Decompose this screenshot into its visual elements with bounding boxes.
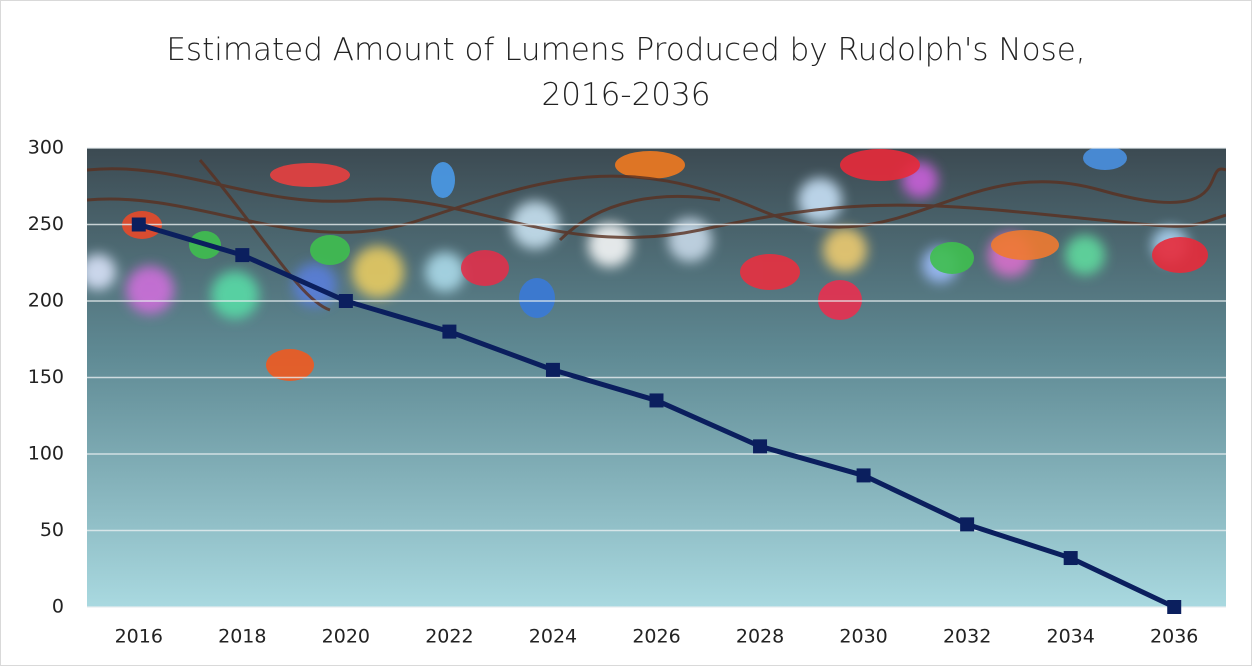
data-point — [235, 248, 249, 262]
data-point — [650, 393, 664, 407]
x-tick-label: 2032 — [943, 626, 991, 648]
y-tick-label: 200 — [28, 290, 64, 312]
x-tick-label: 2030 — [839, 626, 887, 648]
x-tick-label: 2028 — [736, 626, 784, 648]
y-tick-label: 50 — [40, 519, 64, 541]
data-point — [1064, 551, 1078, 565]
x-tick-label: 2018 — [218, 626, 266, 648]
y-tick-label: 300 — [28, 137, 64, 159]
y-tick-label: 150 — [28, 366, 64, 388]
plot-background — [80, 146, 1226, 607]
x-tick-label: 2016 — [115, 626, 163, 648]
y-tick-label: 100 — [28, 443, 64, 465]
x-tick-label: 2034 — [1047, 626, 1095, 648]
x-tick-label: 2022 — [425, 626, 473, 648]
data-point — [546, 363, 560, 377]
y-tick-label: 250 — [28, 213, 64, 235]
data-point — [339, 294, 353, 308]
data-point — [857, 468, 871, 482]
chart-title: Estimated Amount of Lumens Produced by R… — [126, 28, 1126, 118]
data-point — [132, 218, 146, 232]
data-point — [1167, 600, 1181, 614]
chart-container: 0 50 100 150 200 250 300 2016 2018 2020 2022 2024 20… — [0, 0, 1252, 666]
x-tick-label: 2024 — [529, 626, 577, 648]
x-tick-label: 2020 — [322, 626, 370, 648]
data-point — [960, 517, 974, 531]
x-tick-label: 2026 — [632, 626, 680, 648]
data-point — [753, 439, 767, 453]
y-tick-label: 0 — [52, 596, 64, 618]
data-point — [442, 325, 456, 339]
x-tick-label: 2036 — [1150, 626, 1198, 648]
